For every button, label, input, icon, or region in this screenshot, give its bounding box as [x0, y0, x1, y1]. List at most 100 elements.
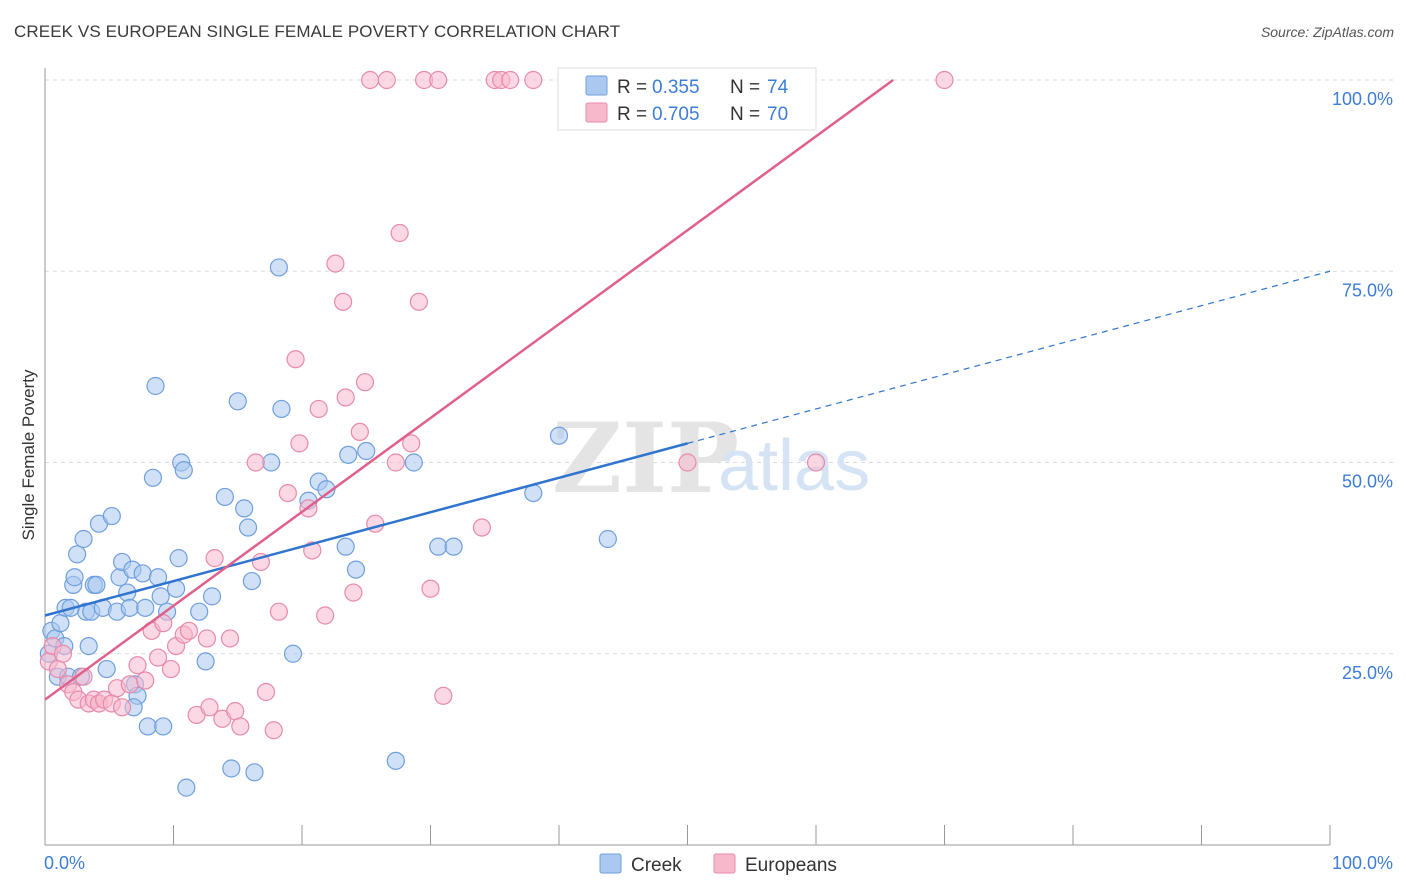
- source-label: Source: ZipAtlas.com: [1260, 24, 1394, 40]
- europeans-point: [246, 453, 265, 472]
- europeans-point: [501, 70, 520, 90]
- creek-point: [346, 560, 366, 579]
- bottom-legend-creek: Creek: [631, 855, 682, 876]
- europeans-point: [136, 671, 155, 690]
- europeans-point: [220, 629, 240, 648]
- europeans-point: [316, 606, 335, 625]
- creek-point: [283, 644, 303, 663]
- creek-point: [151, 587, 170, 606]
- europeans-point: [678, 453, 697, 472]
- europeans-point: [386, 453, 405, 472]
- creek-point: [339, 445, 358, 464]
- creek-point: [245, 763, 264, 782]
- europeans-point: [409, 292, 429, 311]
- legend-r-value-europeans: 0.705: [652, 104, 700, 125]
- europeans-point: [309, 399, 328, 419]
- creek-point: [235, 499, 254, 518]
- creek-point: [102, 506, 121, 526]
- creek-point: [136, 598, 155, 617]
- watermark: ZIP atlas: [552, 402, 870, 515]
- europeans-point: [336, 388, 355, 407]
- creek-point: [138, 717, 157, 736]
- europeans-point: [197, 629, 217, 648]
- legend-swatch-europeans: [585, 102, 608, 123]
- creek-point: [242, 571, 261, 591]
- europeans-point: [344, 583, 363, 602]
- europeans-point: [226, 702, 245, 721]
- creek-point: [190, 602, 209, 621]
- europeans-point: [434, 686, 453, 705]
- europeans-point: [161, 659, 181, 679]
- europeans-point: [231, 717, 250, 736]
- creek-points: [39, 258, 617, 797]
- bottom-legend: Creek Europeans: [599, 853, 837, 876]
- creek-point: [174, 461, 193, 480]
- grid-lines: [45, 79, 1395, 655]
- europeans-point: [429, 70, 448, 90]
- creek-point: [143, 468, 163, 487]
- tick-labels: 25.0% 50.0% 75.0% 100.0% 0.0% 100.0%: [44, 89, 1393, 873]
- creek-point: [598, 529, 617, 549]
- europeans-point: [421, 579, 440, 598]
- europeans-point: [326, 254, 345, 273]
- europeans-point: [53, 644, 73, 663]
- creek-point: [336, 537, 355, 556]
- y-tick-label: 100.0%: [1332, 89, 1393, 109]
- legend-r-value-creek: 0.355: [652, 77, 700, 98]
- creek-point: [429, 537, 448, 556]
- europeans-point: [524, 70, 543, 90]
- creek-point: [262, 453, 281, 472]
- europeans-point: [48, 659, 67, 679]
- creek-point: [222, 759, 241, 778]
- europeans-point: [402, 434, 421, 453]
- creek-point: [228, 392, 247, 411]
- creek-point: [386, 751, 405, 770]
- trend-lines: [44, 78, 1331, 701]
- europeans-point: [355, 373, 375, 392]
- europeans-point: [148, 648, 168, 667]
- europeans-trend-line: [44, 78, 894, 701]
- creek-point: [169, 549, 188, 568]
- europeans-point: [128, 656, 147, 675]
- creek-point: [196, 652, 215, 671]
- europeans-point: [200, 698, 219, 717]
- legend-swatch-creek: [585, 75, 608, 96]
- y-tick-labels: 25.0% 50.0% 75.0% 100.0%: [1332, 89, 1393, 683]
- legend-n-value-europeans: 70: [767, 104, 788, 125]
- y-axis-label: Single Female Poverty: [19, 369, 38, 541]
- creek-point: [87, 575, 106, 595]
- creek-point: [444, 537, 463, 556]
- europeans-point: [935, 70, 954, 90]
- europeans-point: [112, 698, 132, 717]
- creek-point: [177, 778, 196, 797]
- europeans-point: [472, 518, 491, 537]
- chart-title: CREEK VS EUROPEAN SINGLE FEMALE POVERTY …: [14, 22, 621, 41]
- creek-point: [51, 614, 70, 633]
- x-tick-label: 100.0%: [1332, 853, 1393, 873]
- legend-box: R = 0.355 N = 74 R = 0.705 N = 70: [557, 67, 817, 131]
- creek-point: [154, 717, 173, 736]
- creek-point: [215, 487, 234, 507]
- europeans-point: [205, 549, 224, 568]
- y-tick-label: 25.0%: [1342, 663, 1393, 683]
- creek-point: [68, 545, 87, 564]
- creek-point: [97, 659, 116, 679]
- europeans-point: [269, 602, 288, 621]
- creek-point: [202, 587, 222, 606]
- bottom-legend-europeans: Europeans: [745, 855, 837, 876]
- creek-point: [65, 568, 84, 587]
- creek-point: [269, 258, 288, 277]
- watermark-zip: ZIP: [552, 402, 739, 515]
- data-points: [39, 70, 954, 797]
- creek-point: [120, 598, 139, 617]
- y-tick-label: 50.0%: [1342, 472, 1393, 492]
- legend-n-label-creek: N =: [730, 77, 760, 98]
- europeans-point: [290, 434, 309, 453]
- creek-trend-line: [44, 442, 688, 617]
- europeans-point: [179, 621, 199, 640]
- creek-point: [79, 636, 98, 656]
- creek-point: [146, 376, 165, 396]
- legend-n-label-europeans: N =: [730, 104, 760, 125]
- europeans-point: [390, 223, 409, 243]
